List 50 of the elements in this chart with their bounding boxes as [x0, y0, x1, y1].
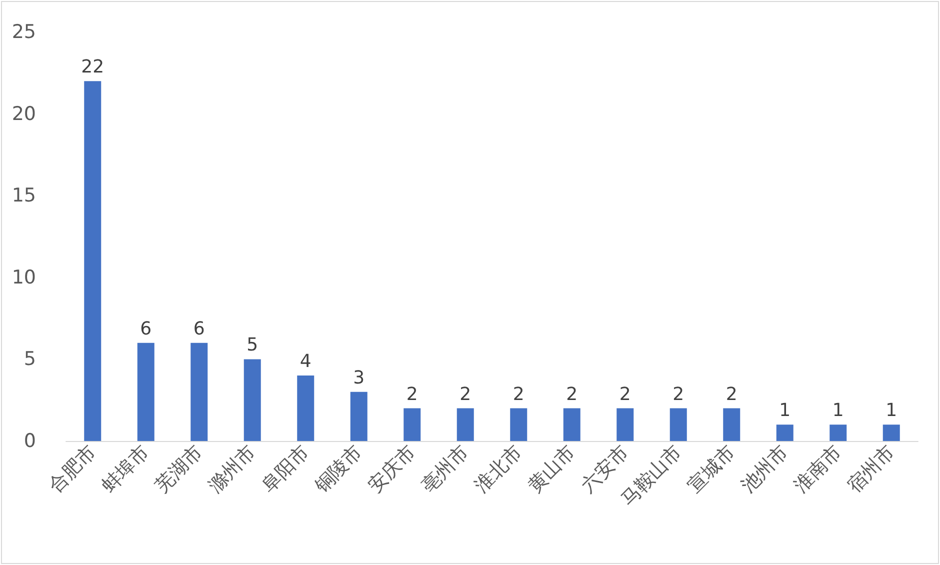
y-tick-label: 20 — [12, 102, 36, 125]
x-tick-label: 安庆市 — [364, 441, 420, 498]
bar — [723, 408, 740, 441]
data-label: 2 — [726, 384, 738, 405]
x-tick-label: 芜湖市 — [151, 441, 207, 498]
data-label: 1 — [832, 400, 844, 422]
data-label: 2 — [512, 384, 524, 405]
bar — [84, 81, 102, 441]
x-tick-label: 淮北市 — [470, 441, 526, 498]
data-label: 2 — [619, 384, 631, 405]
bar — [882, 424, 900, 441]
bar — [137, 342, 154, 441]
y-tick-label: 25 — [12, 21, 36, 43]
x-tick-label: 滁州市 — [204, 441, 260, 498]
bar — [244, 359, 261, 441]
x-tick-label: 黄山市 — [524, 441, 580, 498]
data-label: 1 — [779, 400, 791, 422]
bar — [350, 392, 368, 441]
bar — [670, 408, 687, 441]
data-label: 22 — [81, 56, 104, 78]
x-tick-label: 池州市 — [736, 441, 793, 498]
x-tick-label: 合肥市 — [44, 441, 100, 498]
bar — [190, 342, 208, 441]
x-tick-label: 蚌埠市 — [98, 441, 154, 498]
data-label: 4 — [300, 351, 312, 372]
data-label: 1 — [886, 400, 898, 422]
bar — [776, 424, 794, 441]
bar — [510, 408, 528, 441]
data-label: 3 — [353, 367, 365, 388]
bar — [456, 408, 474, 441]
y-tick-label: 15 — [12, 184, 36, 207]
data-label: 5 — [246, 334, 258, 356]
bar — [616, 408, 634, 441]
data-label: 6 — [193, 318, 205, 340]
bar — [830, 424, 847, 441]
x-tick-label: 亳州市 — [417, 441, 474, 498]
bar — [404, 408, 421, 441]
data-label: 6 — [140, 318, 152, 340]
bar — [297, 376, 314, 441]
y-tick-label: 10 — [12, 266, 36, 288]
bar — [563, 408, 580, 441]
x-tick-label: 宣城市 — [684, 441, 740, 498]
y-tick-label: 0 — [24, 430, 36, 452]
x-tick-label: 淮南市 — [790, 441, 846, 498]
data-label: 2 — [566, 384, 578, 405]
data-label: 2 — [406, 384, 418, 405]
data-label: 2 — [672, 384, 684, 405]
x-tick-label: 宿州市 — [843, 441, 900, 498]
data-label: 2 — [460, 384, 472, 405]
y-tick-label: 5 — [24, 348, 36, 370]
